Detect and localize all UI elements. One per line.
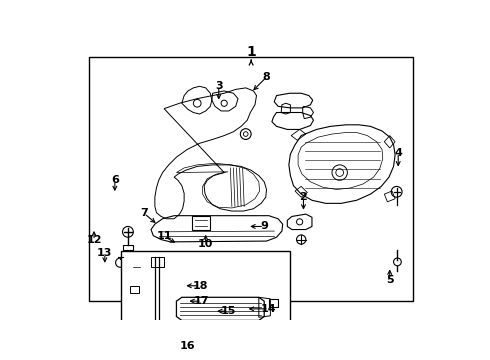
- Text: 16: 16: [180, 341, 196, 351]
- Text: 12: 12: [86, 235, 102, 245]
- Bar: [121, 251, 291, 360]
- Text: 15: 15: [220, 306, 236, 316]
- Text: 14: 14: [261, 304, 277, 314]
- Text: 9: 9: [260, 221, 268, 231]
- Text: 8: 8: [263, 72, 270, 82]
- Text: 6: 6: [111, 175, 119, 185]
- Text: 4: 4: [394, 148, 402, 158]
- Text: 10: 10: [198, 239, 213, 249]
- Text: 17: 17: [194, 296, 210, 306]
- Text: 18: 18: [193, 281, 208, 291]
- Text: 1: 1: [246, 45, 256, 59]
- Text: 11: 11: [156, 231, 172, 242]
- Text: 7: 7: [140, 208, 148, 219]
- Text: 2: 2: [299, 192, 307, 202]
- Bar: [89, 57, 414, 301]
- Text: 13: 13: [97, 248, 113, 258]
- Text: 5: 5: [386, 275, 393, 285]
- Text: 3: 3: [215, 81, 222, 91]
